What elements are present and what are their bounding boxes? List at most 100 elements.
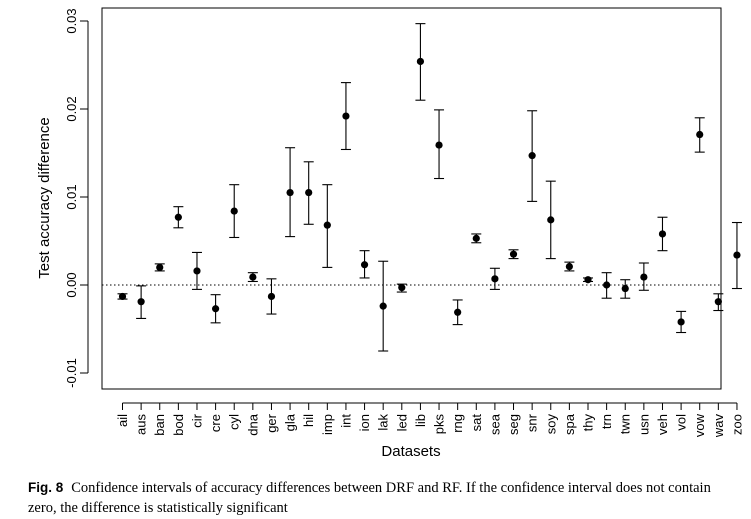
ci-item bbox=[359, 250, 370, 279]
plot-frame bbox=[101, 7, 722, 390]
x-tick-label: led bbox=[394, 414, 409, 431]
ci-item bbox=[340, 82, 351, 151]
data-point bbox=[342, 112, 350, 120]
x-tick-label: usn bbox=[636, 414, 651, 435]
data-point bbox=[230, 207, 238, 215]
ci-item bbox=[303, 161, 314, 225]
ci-item bbox=[173, 206, 184, 229]
data-point bbox=[658, 230, 667, 238]
ci-item bbox=[247, 272, 258, 283]
ci-item bbox=[452, 299, 463, 326]
x-tick-label: gla bbox=[283, 413, 298, 431]
data-point bbox=[509, 250, 518, 258]
x-tick-label: vow bbox=[692, 413, 707, 437]
x-tick-label: cir bbox=[189, 413, 204, 427]
x-tick-label: twn bbox=[618, 414, 633, 434]
data-point bbox=[137, 298, 145, 306]
data-point bbox=[323, 221, 331, 229]
x-axis: ail aus ban bod cir cre cyl dna ger gla hil imp int i… bbox=[115, 402, 744, 439]
ci-item bbox=[471, 233, 482, 244]
x-tick-label: veh bbox=[655, 414, 670, 435]
data-point bbox=[118, 292, 127, 301]
x-tick-label: pks bbox=[432, 414, 447, 435]
ci-item bbox=[601, 272, 612, 299]
y-tick-label: 0.01 bbox=[64, 184, 79, 209]
x-tick-label: spa bbox=[562, 413, 577, 435]
data-point bbox=[603, 281, 611, 289]
data-point bbox=[677, 318, 685, 326]
ci-item bbox=[191, 251, 202, 290]
x-tick-label: seg bbox=[506, 414, 521, 435]
ci-item bbox=[676, 310, 687, 334]
data-point bbox=[696, 130, 704, 139]
ci-item bbox=[396, 283, 407, 293]
x-tick-label: thy bbox=[581, 414, 596, 432]
y-axis-label: Test accuracy difference bbox=[36, 117, 53, 278]
data-point bbox=[379, 302, 387, 310]
ci-item bbox=[564, 261, 575, 272]
data-series bbox=[117, 23, 742, 352]
x-tick-label: snr bbox=[525, 413, 540, 432]
data-point bbox=[174, 213, 182, 221]
data-point bbox=[621, 284, 629, 293]
x-tick-label: wav bbox=[711, 414, 726, 439]
ci-item bbox=[117, 292, 128, 301]
x-tick-label: hil bbox=[301, 414, 316, 427]
ci-item bbox=[657, 216, 668, 252]
ci-item bbox=[545, 180, 556, 260]
figure-label: Fig. 8 bbox=[28, 480, 64, 495]
ci-item bbox=[638, 262, 649, 291]
ci-item bbox=[378, 260, 389, 352]
caption-text: Confidence intervals of accuracy differe… bbox=[28, 480, 711, 516]
ci-item bbox=[508, 249, 519, 260]
data-point bbox=[640, 273, 648, 281]
ci-item bbox=[322, 184, 333, 268]
data-point bbox=[212, 305, 220, 313]
x-tick-label: lib bbox=[413, 414, 428, 427]
ci-item bbox=[694, 117, 705, 153]
ci-item bbox=[136, 285, 147, 319]
data-point bbox=[565, 262, 573, 271]
x-axis-label: Datasets bbox=[381, 443, 440, 460]
x-tick-label: trn bbox=[599, 414, 614, 429]
data-point bbox=[584, 276, 592, 284]
y-tick-label: 0.00 bbox=[64, 272, 79, 297]
ci-item bbox=[527, 110, 538, 202]
data-point bbox=[733, 251, 741, 259]
x-tick-label: int bbox=[338, 414, 353, 428]
figure-caption: Fig. 8 Confidence intervals of accuracy d… bbox=[28, 478, 728, 518]
ci-item bbox=[415, 23, 426, 101]
x-tick-label: ion bbox=[357, 414, 372, 431]
x-tick-label: cyl bbox=[227, 414, 242, 430]
x-tick-label: soy bbox=[543, 414, 558, 435]
data-point bbox=[547, 216, 555, 224]
x-tick-label: ail bbox=[115, 414, 130, 427]
data-point bbox=[156, 263, 164, 271]
ci-item bbox=[731, 221, 742, 290]
x-tick-label: cre bbox=[208, 414, 223, 432]
x-tick-label: sat bbox=[469, 414, 484, 432]
ci-item bbox=[434, 109, 445, 180]
x-tick-label: dna bbox=[245, 413, 260, 435]
ci-item bbox=[210, 294, 221, 324]
data-point bbox=[267, 292, 276, 301]
x-tick-label: imp bbox=[320, 414, 335, 435]
x-tick-label: lak bbox=[376, 414, 391, 431]
data-point bbox=[435, 141, 443, 149]
data-point bbox=[286, 189, 294, 197]
y-tick-label: 0.02 bbox=[64, 96, 79, 121]
ci-item bbox=[489, 267, 500, 290]
data-point bbox=[360, 261, 369, 269]
data-point bbox=[398, 284, 406, 292]
confidence-interval-chart: -0.01 0.00 0.01 0.02 0.03 ail aus ban bod cir cre… bbox=[36, 7, 744, 460]
ci-item bbox=[154, 263, 165, 272]
x-tick-label: vol bbox=[674, 414, 689, 431]
ci-item bbox=[583, 276, 593, 284]
ci-item bbox=[713, 293, 724, 312]
ci-item bbox=[285, 147, 296, 238]
ci-item bbox=[266, 278, 277, 315]
data-point bbox=[193, 267, 201, 275]
data-point bbox=[249, 273, 257, 281]
x-tick-label: ger bbox=[264, 413, 279, 432]
y-tick-label: 0.03 bbox=[64, 8, 79, 33]
